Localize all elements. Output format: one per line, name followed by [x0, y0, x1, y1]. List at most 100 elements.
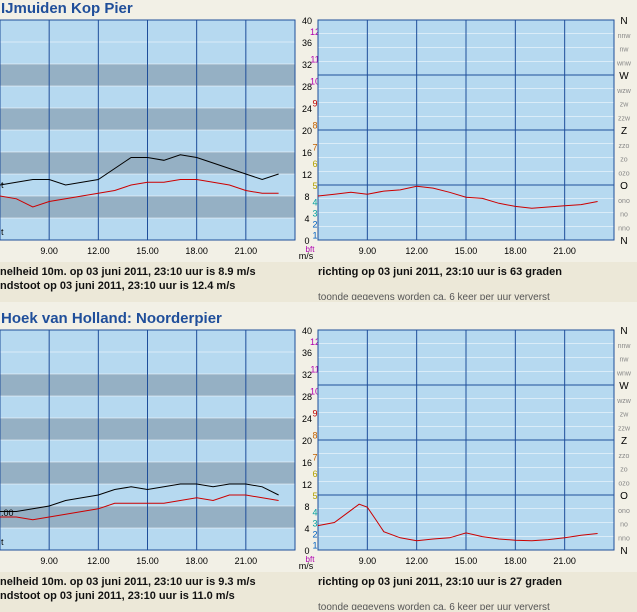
refresh-note: toonde gegevens worden ca. 6 keer per uu… — [318, 602, 550, 610]
ms-tick-label: 4 — [304, 214, 309, 224]
direction-plot-frame — [317, 329, 615, 551]
bft-tick-label: 3 — [312, 209, 317, 219]
gust-series-line — [0, 154, 279, 186]
direction-label: N — [620, 16, 627, 27]
direction-label: ono — [618, 198, 630, 205]
bft-unit-label: bft — [306, 245, 316, 254]
speed-x-tick-label: 15.00 — [136, 556, 159, 566]
wind-charts: 4036322824201612840121110987654321m/sbft… — [0, 326, 632, 571]
direction-label: zw — [620, 412, 630, 419]
speed-readout: nelheid 10m. op 03 juni 2011, 23:10 uur … — [0, 266, 256, 278]
direction-label: no — [620, 212, 628, 219]
bft-tick-label: 10 — [310, 387, 320, 397]
direction-label: W — [619, 71, 629, 82]
direction-label: O — [620, 491, 628, 502]
ms-tick-label: 8 — [304, 192, 309, 202]
ms-tick-label: 0 — [304, 236, 309, 246]
direction-x-tick-label: 9.00 — [359, 246, 377, 256]
direction-label: zzo — [619, 453, 630, 460]
direction-label: wzw — [616, 88, 632, 95]
bft-tick-label: 5 — [312, 181, 317, 191]
direction-label: zzo — [619, 143, 630, 150]
partial-label: t — [1, 537, 4, 547]
direction-label: zw — [620, 102, 630, 109]
speed-x-tick-label: 15.00 — [136, 246, 159, 256]
direction-label: wnw — [616, 370, 632, 377]
direction-label: Z — [621, 126, 627, 137]
gust-series-line — [0, 483, 279, 512]
direction-label: nnw — [618, 33, 632, 40]
bft-tick-label: 3 — [312, 519, 317, 529]
gust-readout: ndstoot op 03 juni 2011, 23:10 uur is 11… — [0, 590, 235, 602]
bft-tick-label: 11 — [310, 365, 319, 375]
direction-label: ozo — [618, 480, 629, 487]
ms-tick-label: 24 — [302, 104, 312, 114]
direction-label: zzw — [618, 425, 631, 432]
ms-tick-label: 12 — [302, 480, 312, 490]
bft-tick-label: 7 — [312, 453, 317, 463]
ms-tick-label: 0 — [304, 546, 309, 556]
station-hoek-van-holland: Hoek van Holland: Noorderpier 40 36 32 28 24… — [0, 310, 637, 612]
speed-readout: nelheid 10m. op 03 juni 2011, 23:10 uur … — [0, 576, 256, 588]
bft-tick-label: 12 — [310, 337, 320, 347]
bft-tick-label: 8 — [312, 121, 317, 131]
ms-tick-label: 12 — [302, 170, 312, 180]
gust-readout: ndstoot op 03 juni 2011, 23:10 uur is 12… — [0, 280, 236, 292]
bft-tick-label: 5 — [312, 491, 317, 501]
direction-label: ozo — [618, 170, 629, 177]
readout-panel: nelheid 10m. op 03 juni 2011, 23:10 uur … — [0, 262, 637, 302]
speed-series-line — [0, 179, 279, 208]
bft-tick-label: 9 — [312, 99, 317, 109]
ms-tick-label: 20 — [302, 436, 312, 446]
ms-tick-label: 20 — [302, 126, 312, 136]
speed-x-tick-label: 9.00 — [40, 246, 58, 256]
bft-tick-label: 10 — [310, 77, 320, 87]
direction-x-tick-label: 15.00 — [455, 246, 478, 256]
ms-tick-label: 16 — [302, 458, 312, 468]
speed-x-tick-label: 21.00 — [235, 556, 258, 566]
direction-label: wnw — [616, 60, 632, 67]
direction-x-tick-label: 21.00 — [553, 246, 576, 256]
bft-tick-label: 2 — [312, 220, 317, 230]
partial-label: t — [1, 227, 4, 237]
partial-label: t — [1, 180, 4, 190]
speed-x-tick-label: 18.00 — [185, 556, 208, 566]
direction-readout: richting op 03 juni 2011, 23:10 uur is 6… — [318, 266, 562, 278]
station-title: IJmuiden Kop Pier — [1, 0, 133, 17]
speed-x-tick-label: 9.00 — [40, 556, 58, 566]
bft-tick-label: 12 — [310, 27, 320, 37]
direction-x-tick-label: 12.00 — [405, 246, 428, 256]
ms-tick-label: 8 — [304, 502, 309, 512]
direction-label: wzw — [616, 398, 632, 405]
direction-label: N — [620, 546, 627, 557]
direction-series-line — [317, 503, 598, 542]
bft-tick-label: 1 — [312, 541, 317, 551]
direction-x-tick-label: 18.00 — [504, 246, 527, 256]
direction-x-tick-label: 21.00 — [553, 556, 576, 566]
speed-x-tick-label: 12.00 — [87, 246, 110, 256]
speed-plot-frame — [0, 329, 296, 551]
ms-tick-label: 32 — [302, 370, 312, 380]
direction-x-tick-label: 9.00 — [359, 556, 377, 566]
ms-tick-label: 4 — [304, 524, 309, 534]
direction-x-tick-label: 15.00 — [455, 556, 478, 566]
bft-tick-label: 6 — [312, 469, 317, 479]
direction-label: zo — [620, 467, 628, 474]
ms-tick-label: 28 — [302, 392, 312, 402]
readout-panel: nelheid 10m. op 03 juni 2011, 23:10 uur … — [0, 572, 637, 612]
direction-label: ono — [618, 508, 630, 515]
direction-readout: richting op 03 juni 2011, 23:10 uur is 2… — [318, 576, 562, 588]
bft-tick-label: 4 — [312, 508, 317, 518]
speed-series-line — [0, 494, 279, 521]
direction-series-line — [317, 185, 598, 209]
ms-tick-label: 28 — [302, 82, 312, 92]
direction-label: N — [620, 326, 627, 337]
ms-tick-label: 36 — [302, 348, 312, 358]
direction-label: N — [620, 236, 627, 247]
direction-label: nw — [620, 47, 630, 54]
bft-tick-label: 9 — [312, 409, 317, 419]
direction-label: no — [620, 522, 628, 529]
ms-tick-label: 36 — [302, 38, 312, 48]
speed-x-tick-label: 12.00 — [87, 556, 110, 566]
direction-label: nno — [618, 535, 630, 542]
